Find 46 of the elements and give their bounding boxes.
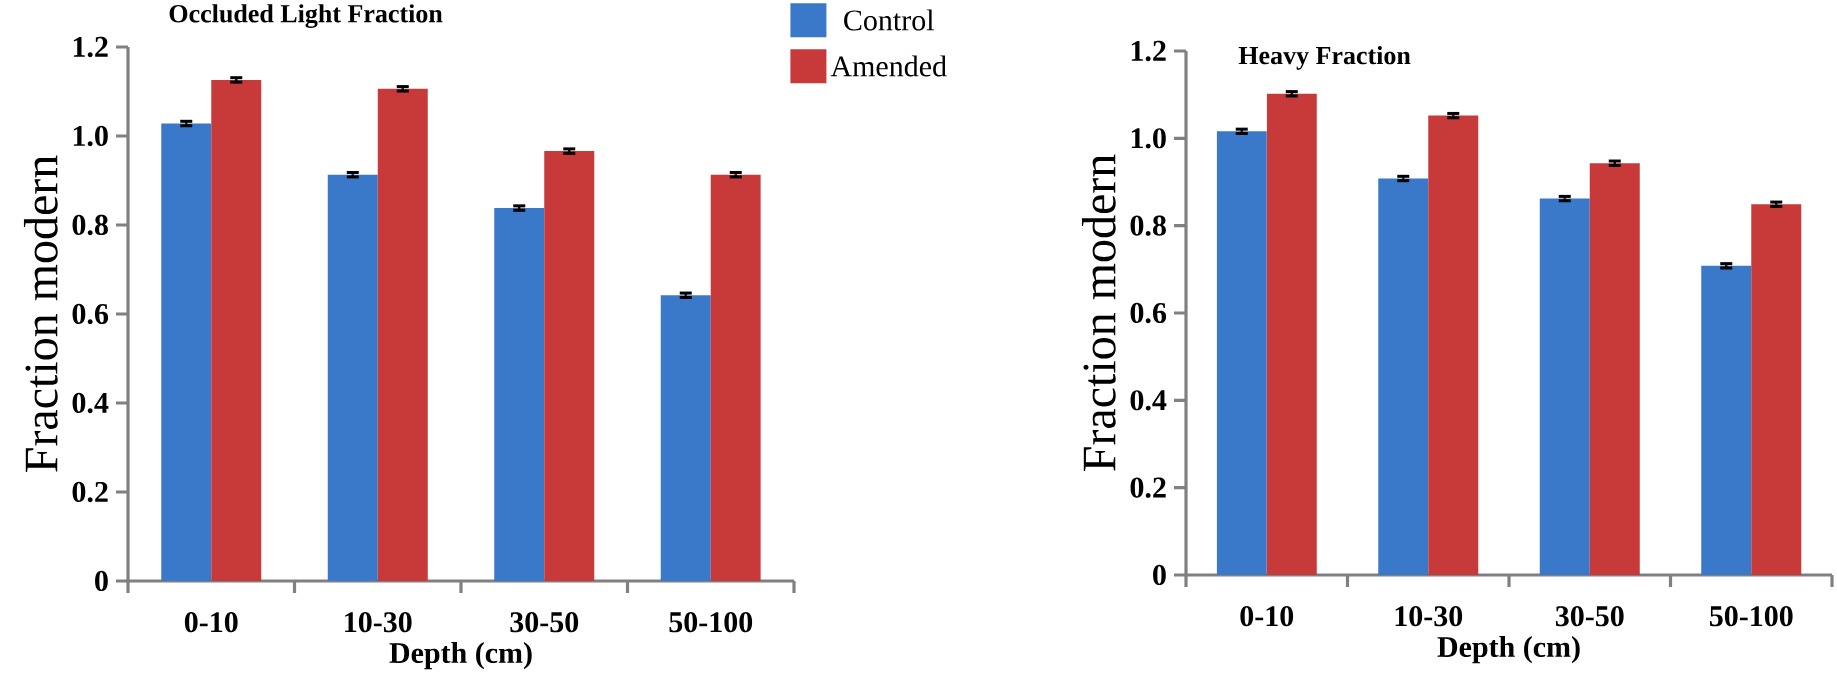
bar	[1266, 93, 1317, 575]
y-tick-label: 0.8	[1130, 215, 1166, 236]
bar	[1378, 178, 1429, 575]
x-tick-label: 0-10	[1240, 606, 1294, 627]
y-tick-label: 0.2	[1130, 477, 1166, 498]
y-tick-label: 1.2	[73, 36, 108, 58]
x-tick-label: 50-100	[1709, 606, 1793, 627]
bar	[211, 79, 262, 581]
legend-label: Amended	[830, 55, 947, 77]
x-axis-title: Depth (cm)	[389, 642, 532, 670]
y-tick-label: 0.6	[1130, 302, 1167, 324]
y-tick-label: 0.4	[72, 392, 109, 414]
bar	[1589, 163, 1640, 575]
bar	[544, 151, 595, 581]
y-tick-label: 1.0	[73, 125, 108, 147]
y-tick-label: 0.6	[72, 303, 109, 325]
x-tick-label: 10-30	[345, 612, 412, 633]
y-axis-title: Fraction modern	[1081, 154, 1116, 471]
y-tick-label: 0.8	[72, 214, 108, 236]
bar	[710, 174, 761, 581]
x-tick-label: 10-30	[1395, 606, 1463, 627]
y-tick-label: 0.2	[72, 481, 108, 503]
x-tick-label: 0-10	[184, 612, 238, 633]
y-axis-title: Fraction modern	[23, 155, 58, 472]
y-tick-label: 1.2	[1131, 40, 1166, 62]
y-tick-label: 0	[95, 570, 108, 592]
bar	[1428, 115, 1479, 575]
bar	[327, 174, 378, 581]
bar	[660, 295, 711, 581]
y-tick-label: 0.4	[1130, 390, 1167, 411]
y-tick-label: 0	[1153, 564, 1166, 586]
bar	[1216, 131, 1267, 575]
bar	[1751, 204, 1802, 575]
chart-title: Occluded Light Fraction	[169, 4, 443, 28]
chart-title: Heavy Fraction	[1238, 46, 1411, 70]
x-tick-label: 50-100	[669, 612, 753, 633]
bar	[1539, 198, 1590, 575]
bar	[377, 88, 428, 581]
bar	[1701, 265, 1752, 575]
bar	[494, 208, 545, 581]
x-tick-label: 30-50	[1555, 606, 1624, 627]
x-axis-title: Depth (cm)	[1437, 636, 1580, 664]
legend-label: Control	[844, 9, 934, 31]
y-tick-label: 1.0	[1131, 128, 1166, 149]
x-tick-label: 30-50	[510, 612, 579, 633]
bar	[161, 123, 212, 581]
